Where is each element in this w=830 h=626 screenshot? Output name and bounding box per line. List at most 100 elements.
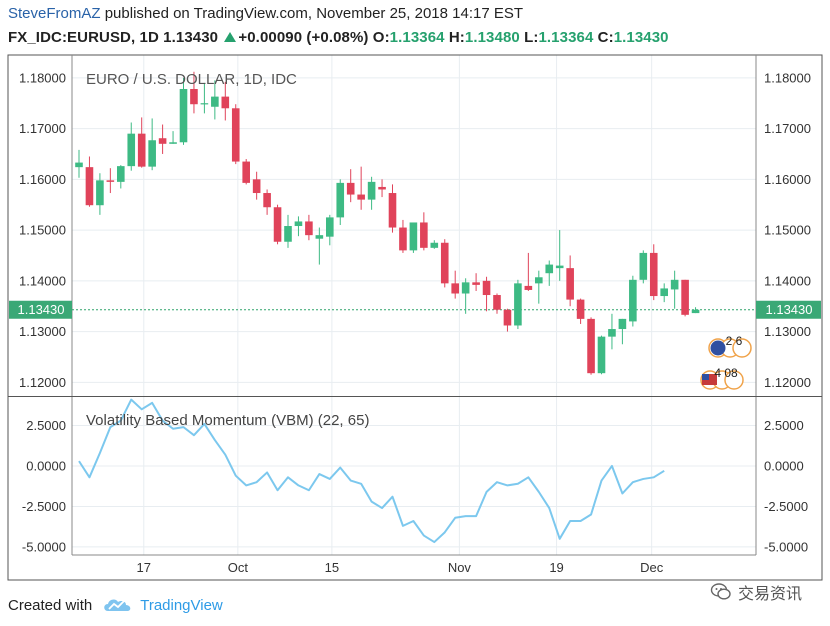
candle-body [514,283,522,326]
y-tick-label-left: 1.14000 [19,273,66,288]
candle-body [179,89,188,143]
close-label: C: [597,29,614,46]
us-flag-canton [702,374,709,380]
low-value: 1.13364 [538,29,594,46]
y-tick-label-left: 1.17000 [19,121,66,136]
candle-body [660,288,668,297]
candle-body [430,242,439,248]
candle-body [326,217,334,237]
flag-circle [724,370,744,390]
vbm-line [78,398,665,544]
vbm-series [78,398,665,544]
candle-body [681,279,689,315]
candle-body [451,283,459,294]
y-tick-label-right: 1.13000 [764,324,811,339]
candle-body [315,235,324,239]
candle-body [96,180,104,206]
high-value: 1.13480 [464,29,520,46]
vbm-tick-label-left: -5.0000 [22,539,66,554]
author-link[interactable]: SteveFromAZ [8,5,101,22]
x-tick-label: Nov [448,560,472,575]
candle-body [691,309,700,314]
y-tick-label-right: 1.14000 [764,273,811,288]
candle-body [137,133,146,167]
candle-body [461,282,470,294]
candle-body [211,96,219,107]
candle-body [357,194,365,200]
candle-body [535,277,543,284]
candle-body [367,181,376,200]
eu-flag-icon [710,340,726,356]
x-tick-label: 19 [549,560,563,575]
flag-label: 2 6 [726,334,743,348]
x-tick-label: 15 [325,560,339,575]
vbm-tick-label-left: -2.5000 [22,499,66,514]
close-value: 1.13430 [613,29,669,46]
candle-body [75,162,83,168]
x-tick-label: Oct [228,560,249,575]
vbm-tick-label-left: 0.0000 [26,458,66,473]
candle-body [472,282,480,285]
x-tick-label: Dec [640,560,664,575]
axes: 17 Oct 15 Nov 19 Dec 1.12000 1.12000 1.13000 1.13… [9,70,821,575]
candle-body [587,318,595,374]
candle-body [493,295,501,310]
candle-body [420,222,428,248]
candle-body [597,336,606,374]
triangle-up-icon [224,32,237,42]
tradingview-brand[interactable]: TradingView [140,596,223,614]
us-flag-icon [702,374,717,385]
x-tick-label: 17 [137,560,151,575]
last-price-tag-right [756,300,821,319]
candle-body [629,279,637,322]
publish-info: SteveFromAZ published on TradingView.com… [8,5,523,22]
watermark: 交易资讯 [710,580,802,604]
candle-body [231,108,240,162]
footer: Created with TradingView [8,595,223,615]
candle-body [346,182,355,195]
candle-body [85,167,94,206]
candle-body [284,226,292,242]
y-tick-label-right: 1.17000 [764,121,811,136]
flag-label: 4 08 [714,366,738,380]
candle-body [608,329,616,337]
candle-body [555,265,564,269]
vbm-tick-label-right: 2.5000 [764,418,804,433]
candle-body [545,264,554,274]
vbm-tick-label-right: 0.0000 [764,458,804,473]
candle-body [106,180,115,182]
watermark-text: 交易资讯 [737,584,802,603]
eu-event-flag[interactable]: 2 6 [708,334,752,358]
price-pane-title: EURO / U.S. DOLLAR, 1D, IDC [86,71,297,88]
y-tick-label-left: 1.18000 [19,70,66,85]
created-with-text: Created with [8,596,93,614]
tradingview-cloud-icon [104,599,131,611]
candle-body [409,222,418,251]
last-price-value: 1.13430 [163,29,219,46]
candle-body [336,182,345,218]
low-label: L: [524,29,539,46]
vbm-tick-label-left: 2.5000 [26,418,66,433]
candle-body [190,89,198,105]
event-flags[interactable]: 2 6 4 08 [700,334,752,390]
vbm-tick-label-right: -5.0000 [764,539,808,554]
candle-body [148,140,156,167]
candle-body [524,285,533,290]
y-tick-label-left: 1.13000 [19,324,66,339]
us-event-flag[interactable]: 4 08 [700,366,744,390]
candle-body [294,221,303,227]
candle-body [440,242,449,284]
vbm-pane-title: Volatility Based Momentum (VBM) (22, 65) [86,412,369,429]
last-price-label-right: 1.13430 [766,302,813,317]
published-text: published on TradingView.com, November 2… [104,5,524,22]
candle-body [273,207,282,242]
wechat-icon [710,583,731,600]
candle-body [221,96,230,109]
vbm-tick-label-right: -2.5000 [764,499,808,514]
candle-body [503,309,512,326]
y-tick-label-right: 1.18000 [764,70,811,85]
candle-body [200,103,209,105]
last-price-tag-left [9,300,72,319]
candle-body [649,252,658,297]
